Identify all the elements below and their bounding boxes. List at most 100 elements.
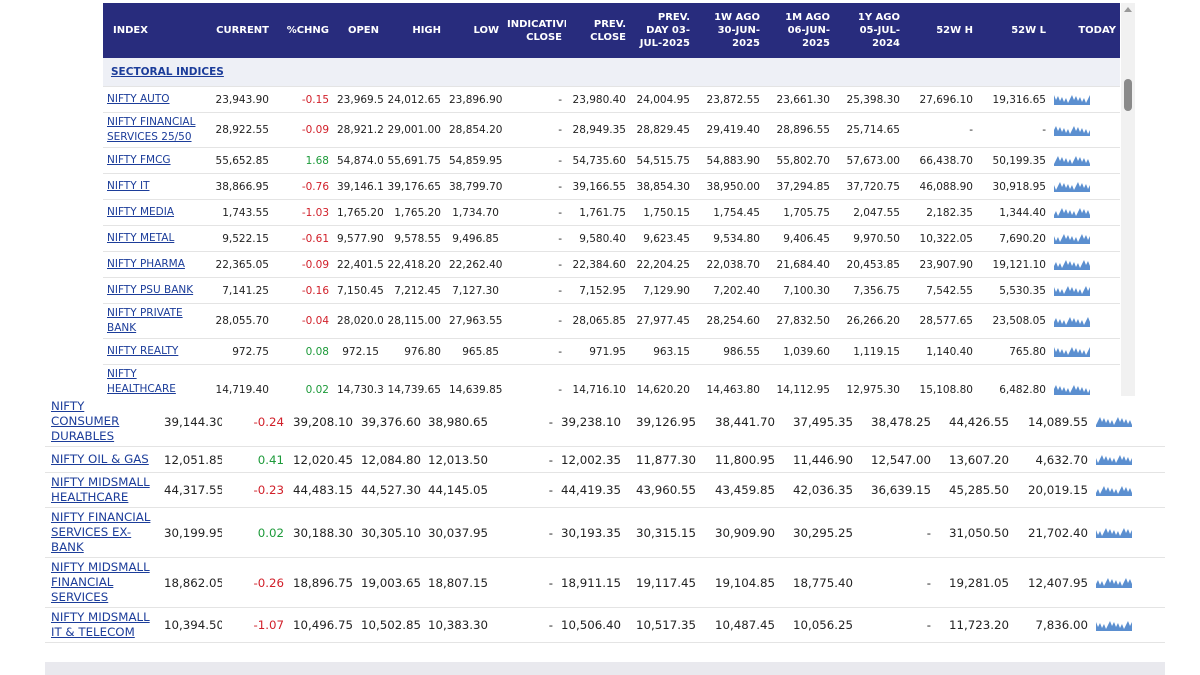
value-cell: 28,254.60 <box>694 303 764 339</box>
today-cell <box>1092 607 1165 643</box>
value-cell: 22,418.20 <box>383 251 445 278</box>
value-cell: 963.15 <box>630 338 694 365</box>
index-link[interactable]: NIFTY MIDSMALL FINANCIAL SERVICES <box>51 560 150 604</box>
today-cell <box>1050 86 1120 113</box>
sparkline-area <box>1096 528 1132 538</box>
index-link[interactable]: NIFTY PRIVATE BANK <box>107 307 183 334</box>
index-cell: NIFTY MIDSMALL IT & TELECOM <box>45 607 160 643</box>
change-cell: -1.07 <box>222 607 288 643</box>
index-cell: NIFTY CONSUMER DURABLES <box>45 397 160 447</box>
value-cell: 7,356.75 <box>834 277 904 304</box>
value-cell: 5,530.35 <box>977 277 1050 304</box>
value-cell: 39,144.30 <box>160 397 222 447</box>
value-cell: 30,295.25 <box>779 507 857 558</box>
value-cell: 39,376.60 <box>357 397 424 447</box>
index-link[interactable]: NIFTY FINANCIAL SERVICES EX-BANK <box>51 510 151 554</box>
value-cell: 44,317.55 <box>160 472 222 508</box>
footer-bar <box>45 662 1165 675</box>
index-link[interactable]: NIFTY PHARMA <box>107 258 185 270</box>
value-cell: 9,577.90 <box>333 225 383 252</box>
value-cell: 43,459.85 <box>700 472 779 508</box>
section-cell: SECTORAL INDICES <box>103 58 1120 87</box>
index-cell: NIFTY MEDIA <box>103 199 208 226</box>
value-cell: - <box>503 112 566 148</box>
value-cell: - <box>490 446 557 473</box>
value-cell: 18,862.05 <box>160 557 222 608</box>
sparkline-area <box>1054 95 1090 105</box>
index-link[interactable]: NIFTY FMCG <box>107 154 171 166</box>
table-top: INDEX CURRENT %CHNG OPEN HIGH LOW INDICATIVE C… <box>103 3 1120 396</box>
scroll-thumb[interactable] <box>1124 79 1132 111</box>
scroll-arrow[interactable] <box>1124 7 1132 12</box>
index-row: NIFTY FINANCIAL SERVICES 25/50 28,922.55 -… <box>103 112 1120 148</box>
index-link[interactable]: NIFTY IT <box>107 180 150 192</box>
section-title[interactable]: SECTORAL INDICES <box>111 66 224 78</box>
index-cell: NIFTY MIDSMALL HEALTHCARE <box>45 472 160 508</box>
sparkline <box>1096 620 1132 631</box>
today-cell <box>1050 112 1120 148</box>
value-cell: 1,734.70 <box>445 199 503 226</box>
index-link[interactable]: NIFTY FINANCIAL SERVICES 25/50 <box>107 116 196 143</box>
index-link[interactable]: NIFTY REALTY <box>107 345 179 357</box>
today-cell <box>1092 557 1165 608</box>
column-header: HIGH <box>383 3 445 58</box>
value-cell: 28,921.25 <box>333 112 383 148</box>
value-cell: 28,854.20 <box>445 112 503 148</box>
index-link[interactable]: NIFTY MEDIA <box>107 206 175 218</box>
index-link[interactable]: NIFTY PSU BANK <box>107 284 194 296</box>
value-cell: 1,765.20 <box>333 199 383 226</box>
sparkline <box>1096 417 1132 427</box>
value-cell: 28,949.35 <box>566 112 630 148</box>
index-link[interactable]: NIFTY OIL & GAS <box>51 452 149 466</box>
index-link[interactable]: NIFTY MIDSMALL IT & TELECOM <box>51 610 150 639</box>
sparkline <box>1054 385 1090 395</box>
index-link[interactable]: NIFTY METAL <box>107 232 175 244</box>
index-cell: NIFTY AUTO <box>103 86 208 113</box>
index-link[interactable]: NIFTY HEALTHCARE INDEX <box>107 368 176 395</box>
index-link[interactable]: NIFTY CONSUMER DURABLES <box>51 399 120 443</box>
value-cell: 29,001.00 <box>383 112 445 148</box>
value-cell: 11,723.20 <box>935 607 1013 643</box>
today-cell <box>1050 338 1120 365</box>
value-cell: 19,281.05 <box>935 557 1013 608</box>
index-link[interactable]: NIFTY MIDSMALL HEALTHCARE <box>51 475 150 504</box>
value-cell: - <box>503 364 566 396</box>
column-header: OPEN <box>333 3 383 58</box>
sparkline <box>1054 125 1090 136</box>
value-cell: 30,305.10 <box>357 507 424 558</box>
column-header: %CHNG <box>273 3 333 58</box>
indices-table-continued: NIFTY CONSUMER DURABLES 39,144.30 -0.24 39,… <box>45 397 1165 643</box>
index-row: NIFTY MEDIA 1,743.55 -1.03 1,765.20 1,765.20… <box>103 199 1120 226</box>
value-cell: 27,977.45 <box>630 303 694 339</box>
value-cell: 54,883.90 <box>694 147 764 174</box>
sparkline-area <box>1054 316 1090 327</box>
value-cell: 28,922.55 <box>208 112 273 148</box>
value-cell: 39,166.55 <box>566 173 630 200</box>
value-cell: 7,212.45 <box>383 277 445 304</box>
index-cell: NIFTY FINANCIAL SERVICES 25/50 <box>103 112 208 148</box>
value-cell: 19,316.65 <box>977 86 1050 113</box>
value-cell: 14,112.95 <box>764 364 834 396</box>
scrollbar[interactable] <box>1121 3 1135 396</box>
value-cell: 10,502.85 <box>357 607 424 643</box>
value-cell: 12,051.85 <box>160 446 222 473</box>
value-cell: 44,483.15 <box>288 472 357 508</box>
today-cell <box>1050 199 1120 226</box>
index-row: NIFTY IT 38,866.95-0.7639,146.1539,176.65… <box>103 173 1120 200</box>
value-cell: 55,691.75 <box>383 147 445 174</box>
table-bottom: NIFTY CONSUMER DURABLES 39,144.30 -0.24 39,… <box>45 397 1165 662</box>
value-cell: - <box>503 303 566 339</box>
sparkline <box>1054 286 1090 296</box>
column-header: TODAY <box>1050 3 1120 58</box>
value-cell: 46,088.90 <box>904 173 977 200</box>
sparkline-area <box>1096 578 1132 588</box>
index-link[interactable]: NIFTY AUTO <box>107 93 170 105</box>
change-cell: 0.41 <box>222 446 288 473</box>
value-cell: - <box>490 507 557 558</box>
value-cell: 22,365.05 <box>208 251 273 278</box>
value-cell: 7,202.40 <box>694 277 764 304</box>
value-cell: 972.15 <box>333 338 383 365</box>
change-cell: -0.61 <box>273 225 333 252</box>
value-cell: - <box>503 173 566 200</box>
